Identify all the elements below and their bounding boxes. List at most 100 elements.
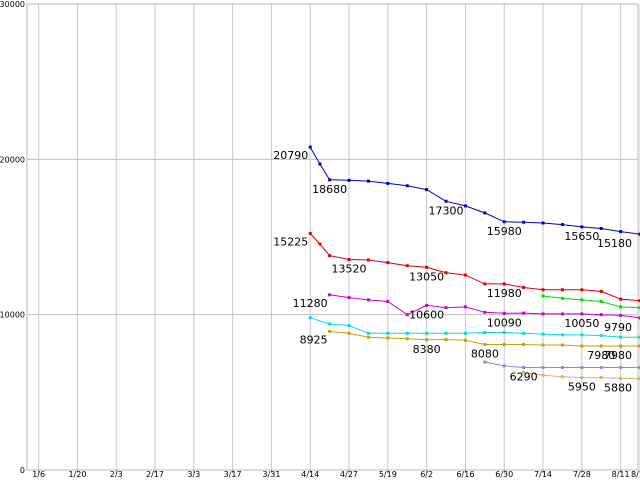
series-line-4 <box>310 317 640 338</box>
data-point <box>580 288 584 292</box>
data-point <box>599 299 603 303</box>
y-tick-label: 0 <box>20 466 25 475</box>
data-point <box>638 306 640 310</box>
data-label: 15180 <box>597 237 632 250</box>
data-point <box>638 365 640 369</box>
data-point <box>541 373 545 377</box>
data-label: 15225 <box>273 236 308 249</box>
data-label: 13050 <box>409 270 444 283</box>
data-point <box>308 145 312 149</box>
data-label: 7980 <box>604 349 632 362</box>
series-line-2 <box>542 295 640 309</box>
data-point <box>366 298 370 302</box>
data-point <box>502 342 506 346</box>
data-point <box>405 331 409 335</box>
data-point <box>541 288 545 292</box>
data-point <box>560 343 564 347</box>
data-label: 8380 <box>413 343 441 356</box>
data-point <box>638 344 640 348</box>
data-point <box>328 178 332 182</box>
data-label: 15980 <box>487 225 522 238</box>
data-point <box>522 365 526 369</box>
series-line-0 <box>309 146 640 235</box>
x-tick-label: 1/6 <box>32 470 45 479</box>
data-label: 8080 <box>471 347 499 360</box>
data-point <box>328 329 332 333</box>
data-point <box>502 311 506 315</box>
data-point <box>366 258 370 262</box>
data-point <box>541 221 545 225</box>
data-point <box>522 285 526 289</box>
data-point <box>444 199 448 203</box>
data-point <box>308 316 312 320</box>
x-tick-label: 6/30 <box>495 470 513 479</box>
data-point <box>347 296 351 300</box>
x-tick-label: 6/2 <box>420 470 433 479</box>
data-point <box>425 331 429 335</box>
data-point <box>580 376 584 380</box>
x-tick-label: 5/19 <box>379 470 397 479</box>
data-point <box>580 344 584 348</box>
data-point <box>366 179 370 183</box>
data-point <box>541 343 545 347</box>
x-tick-label: 7/14 <box>534 470 552 479</box>
data-point <box>425 338 429 342</box>
x-tick-label: 8/11 <box>612 470 630 479</box>
y-tick-label: 20000 <box>0 155 25 164</box>
data-point <box>619 230 623 234</box>
data-point <box>599 334 603 338</box>
data-point <box>328 322 332 326</box>
data-point <box>463 305 467 309</box>
data-point <box>502 220 506 224</box>
data-point <box>483 331 487 335</box>
data-point <box>405 313 409 317</box>
data-point <box>328 254 332 258</box>
data-point <box>599 313 603 317</box>
x-tick-label: 6/16 <box>456 470 474 479</box>
data-label: 7980 <box>587 349 615 362</box>
data-label: 8925 <box>300 333 328 346</box>
data-point <box>638 299 640 303</box>
data-point <box>638 232 640 236</box>
data-point <box>560 333 564 337</box>
data-label: 13520 <box>332 263 367 276</box>
data-point <box>599 344 603 348</box>
data-point <box>502 364 506 368</box>
data-point <box>463 204 467 208</box>
data-point <box>599 365 603 369</box>
data-point <box>444 271 448 275</box>
data-point <box>541 365 545 369</box>
data-point <box>580 225 584 229</box>
data-point <box>425 265 429 269</box>
data-point <box>560 365 564 369</box>
data-point <box>522 331 526 335</box>
data-point <box>560 296 564 300</box>
data-point <box>638 316 640 320</box>
data-point <box>405 264 409 268</box>
data-point <box>560 375 564 379</box>
data-point <box>599 376 603 380</box>
data-point <box>347 178 351 182</box>
data-point <box>619 313 623 317</box>
data-point <box>366 335 370 339</box>
data-point <box>483 282 487 286</box>
data-point <box>619 335 623 339</box>
data-label: 17300 <box>429 204 464 217</box>
data-point <box>619 376 623 380</box>
data-point <box>405 184 409 188</box>
data-point <box>405 337 409 341</box>
data-point <box>347 258 351 262</box>
data-point <box>463 273 467 277</box>
data-label: 11280 <box>293 297 328 310</box>
x-tick-label: 3/3 <box>187 470 200 479</box>
data-point <box>599 226 603 230</box>
data-label: 9790 <box>604 321 632 334</box>
x-tick-label: 8/18 <box>631 470 640 479</box>
data-point <box>541 312 545 316</box>
data-point <box>483 211 487 215</box>
data-point <box>483 310 487 314</box>
data-point <box>522 220 526 224</box>
data-point <box>425 303 429 307</box>
data-point <box>599 289 603 293</box>
